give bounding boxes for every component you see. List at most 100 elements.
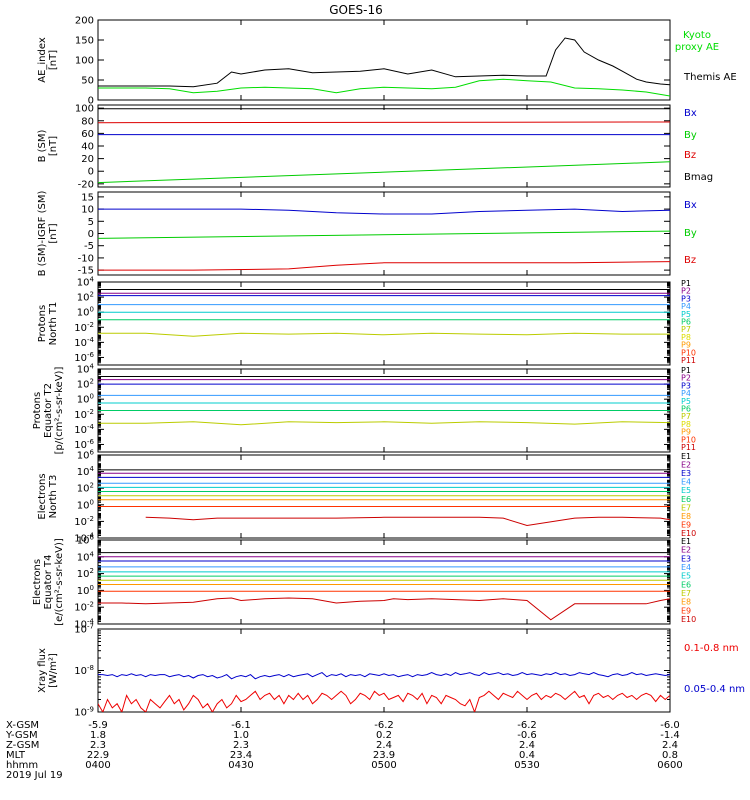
x-row-label: Y-GSM xyxy=(5,730,38,741)
x-tick-value: -0.6 xyxy=(517,730,537,741)
legend-label: E4 xyxy=(681,563,691,572)
y-tick-label: 200 xyxy=(75,16,94,27)
legend-label: E1 xyxy=(681,537,691,546)
legend-label: E1 xyxy=(681,452,691,461)
x-tick-value: -6.1 xyxy=(231,720,251,731)
legend-label: P9 xyxy=(681,341,691,350)
data-area xyxy=(98,672,670,712)
x-tick-value: 0430 xyxy=(228,760,253,771)
x-tick-value: 22.9 xyxy=(87,750,109,761)
y-tick-label: 10-2 xyxy=(74,601,94,614)
x-row-label: Z-GSM xyxy=(6,740,39,751)
y-tick-label: 106 xyxy=(77,534,95,547)
legend-label: P7 xyxy=(681,325,691,334)
y-tick-label: 100 xyxy=(75,104,94,115)
y-axis-label: [nT] xyxy=(48,136,59,156)
y-axis-label: [p/(cm²-s-sr-keV)] xyxy=(54,367,65,455)
y-axis-label: Equator T4 xyxy=(43,555,54,610)
y-axis-label: [nT] xyxy=(48,50,59,70)
legend-label: P2 xyxy=(681,287,691,296)
x-tick-value: 2.3 xyxy=(90,740,106,751)
legend-label: Bz xyxy=(684,255,696,266)
legend-label: P8 xyxy=(681,333,691,342)
legend-label: Bmag xyxy=(684,172,713,183)
y-axis-label: Electrons xyxy=(37,473,48,519)
y-tick-label: 10-4 xyxy=(74,618,94,631)
legend-label: 0.1-0.8 nm xyxy=(684,643,739,654)
x-tick-value: 0.4 xyxy=(519,750,535,761)
y-tick-label: 10-2 xyxy=(74,321,94,334)
data-area xyxy=(98,208,670,271)
legend-label: Bx xyxy=(684,200,697,211)
legend-label: P3 xyxy=(681,294,691,303)
x-row-label: hhmm xyxy=(6,760,38,771)
y-tick-label: 10-2 xyxy=(74,408,94,421)
series-line-p7 xyxy=(98,332,670,337)
y-tick-label: 104 xyxy=(77,276,95,289)
series-line-0-05-0-4-nm xyxy=(98,672,670,680)
y-tick-label: 20 xyxy=(81,154,94,165)
legend-label: E2 xyxy=(681,461,691,470)
x-tick-value: -5.9 xyxy=(88,720,108,731)
legend-label: E8 xyxy=(681,598,691,607)
y-tick-label: 10-7 xyxy=(74,623,94,636)
y-axis-label: AE_index xyxy=(37,37,48,83)
x-tick-value: 2.4 xyxy=(519,740,535,751)
y-tick-label: -15 xyxy=(78,266,94,277)
y-axis-label: North T1 xyxy=(48,302,59,346)
y-tick-label: 10-6 xyxy=(74,438,94,451)
legend-label: E9 xyxy=(681,520,691,529)
y-tick-label: 0 xyxy=(88,167,94,178)
y-tick-label: 100 xyxy=(77,498,94,511)
x-tick-value: 0400 xyxy=(85,760,110,771)
y-tick-label: 100 xyxy=(77,306,94,319)
y-tick-label: 50 xyxy=(81,76,94,87)
y-tick-label: -20 xyxy=(78,179,94,190)
legend-label: P10 xyxy=(681,435,696,444)
legend-label: P4 xyxy=(681,302,691,311)
legend-label: P10 xyxy=(681,348,696,357)
y-axis-label: B (SM)-IGRF (SM) xyxy=(37,191,48,277)
x-tick-value: 1.0 xyxy=(233,730,249,741)
legend-label: E6 xyxy=(681,495,691,504)
x-tick-value: 2.4 xyxy=(662,740,678,751)
data-area xyxy=(98,289,670,337)
y-axis-label: [W/m²] xyxy=(48,653,59,688)
y-tick-label: 102 xyxy=(77,378,94,391)
legend-label: E8 xyxy=(681,512,691,521)
series-line-themis-ae xyxy=(98,37,670,88)
x-tick-value: -1.4 xyxy=(660,730,680,741)
legend-label: Bz xyxy=(684,150,696,161)
y-axis-label: North T3 xyxy=(48,475,59,519)
y-tick-label: 10-9 xyxy=(74,706,94,719)
legend-label: P7 xyxy=(681,412,691,421)
x-tick-value: 23.4 xyxy=(230,750,252,761)
y-tick-label: 106 xyxy=(77,449,95,462)
legend-label: P11 xyxy=(681,356,696,365)
series-line-0-1-0-8-nm xyxy=(98,690,670,712)
y-tick-label: 100 xyxy=(77,393,94,406)
legend-label: Themis AE xyxy=(683,72,737,83)
legend-label: P8 xyxy=(681,420,691,429)
y-tick-label: 10-4 xyxy=(74,336,94,349)
y-tick-label: 0 xyxy=(88,96,94,107)
legend-label: E6 xyxy=(681,580,691,589)
legend-label: By xyxy=(684,130,697,141)
legend-label: P6 xyxy=(681,318,691,327)
x-tick-value: 0600 xyxy=(657,760,682,771)
series-line-by xyxy=(98,230,670,239)
x-tick-value: 0500 xyxy=(371,760,396,771)
legend-label: P1 xyxy=(681,366,691,375)
series-line-by xyxy=(98,161,670,184)
y-tick-label: 10-4 xyxy=(74,532,94,545)
panel-electrons-t4: 10-4 10-2 100 102 104 106 Electrons Equator T4[… xyxy=(32,534,696,631)
series-line-bx xyxy=(98,208,670,215)
legend-label: E5 xyxy=(681,486,691,495)
data-area xyxy=(98,108,670,184)
legend-label: E7 xyxy=(681,589,691,598)
y-tick-label: 0 xyxy=(88,229,94,240)
legend-label: By xyxy=(684,228,697,239)
y-tick-label: 102 xyxy=(77,291,94,304)
panel-frame xyxy=(97,281,671,366)
